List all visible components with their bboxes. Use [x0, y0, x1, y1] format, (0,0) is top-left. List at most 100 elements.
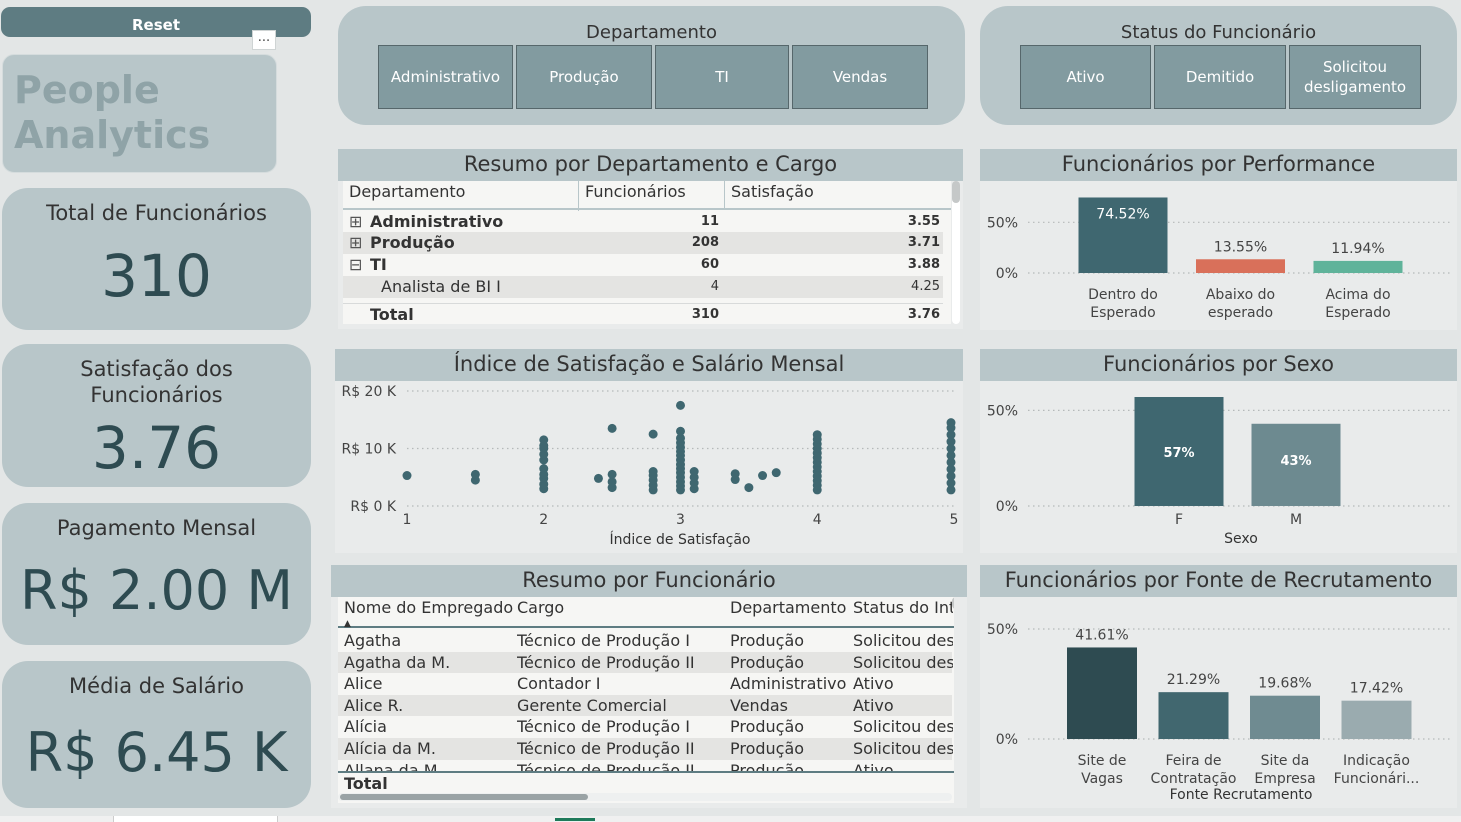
- matrix-row[interactable]: ⊞ Administrativo 11 3.55: [343, 211, 943, 233]
- cell-departamento: Produção: [730, 631, 805, 650]
- cell-total-label: Total: [370, 305, 414, 324]
- collapse-icon[interactable]: ⊟: [349, 255, 363, 274]
- data-label: 43%: [1280, 454, 1311, 469]
- slicer-option-demitido[interactable]: Demitido: [1154, 45, 1286, 109]
- scatter-point: [730, 469, 740, 479]
- data-label: 19.68%: [1258, 676, 1311, 692]
- kpi-value: R$ 6.45 K: [25, 721, 288, 784]
- table-row[interactable]: Alícia Técnico de Produção I Produção Solic…: [338, 716, 953, 738]
- col-header-funcionarios[interactable]: Funcionários: [585, 182, 686, 201]
- more-options-icon[interactable]: ...: [252, 30, 276, 50]
- cell-departamento: Produção: [730, 652, 805, 672]
- scatter-point: [593, 473, 603, 483]
- slicer-option-ativo[interactable]: Ativo: [1020, 45, 1151, 109]
- matrix-row[interactable]: ⊞ Produção 208 3.71: [343, 232, 943, 254]
- kpi-media-salario: Média de Salário R$ 6.45 K: [2, 661, 311, 808]
- card-title: Índice de Satisfação e Salário Mensal: [335, 349, 963, 381]
- slicer-option-administrativo[interactable]: Administrativo: [378, 45, 513, 109]
- scatter-point: [812, 430, 822, 440]
- slicer-option-producao[interactable]: Produção: [516, 45, 652, 109]
- scatter-chart-card: Índice de Satisfação e Salário Mensal R$…: [335, 349, 963, 553]
- y-tick-label: 50%: [987, 403, 1018, 419]
- x-tick-label: esperado: [1208, 305, 1273, 321]
- scatter-point: [758, 471, 768, 481]
- x-tick-label: 1: [403, 512, 412, 528]
- card-title: Funcionários por Sexo: [980, 349, 1457, 381]
- matrix-row-partial: [343, 298, 943, 304]
- x-tick-label: Acima do: [1325, 287, 1390, 303]
- x-tick-label: Funcionári...: [1334, 771, 1420, 787]
- data-label: 74.52%: [1096, 206, 1149, 222]
- data-label: 11.94%: [1331, 241, 1384, 257]
- card-title: Resumo por Funcionário: [331, 565, 967, 597]
- slicer-option-ti[interactable]: TI: [655, 45, 789, 109]
- scrollbar-thumb[interactable]: [952, 181, 960, 203]
- recrutamento-bar-chart: 50% 0% 41.61% Site de Vagas 21.29% Feira de Con…: [987, 622, 1450, 803]
- expand-icon[interactable]: ⊞: [349, 212, 363, 231]
- kpi-satisfacao: Satisfação dos Funcionários 3.76: [2, 344, 311, 487]
- table-row[interactable]: Agatha Técnico de Produção I Produção Solic…: [338, 630, 953, 652]
- scatter-point: [539, 435, 549, 445]
- table-row[interactable]: Agatha da M. Técnico de Produção II Produç…: [338, 651, 953, 674]
- cell-cargo: Contador I: [517, 674, 601, 694]
- x-tick-label: Site de: [1078, 753, 1127, 769]
- employee-table: Nome do Empregado ▲ Cargo Departamento S…: [338, 597, 954, 803]
- cell-total-satisfacao: 3.76: [907, 307, 940, 322]
- col-header-nome[interactable]: Nome do Empregado: [344, 598, 514, 617]
- data-label: 17.42%: [1350, 681, 1403, 697]
- cell-total-label: Total: [344, 774, 388, 793]
- scatter-point: [402, 471, 412, 481]
- cell-status: Solicitou desl: [853, 739, 953, 758]
- x-tick-label: Abaixo do: [1206, 287, 1275, 303]
- vertical-scrollbar-thumb[interactable]: [952, 597, 954, 609]
- horizontal-scrollbar-track[interactable]: [338, 793, 952, 801]
- bar: [1134, 397, 1224, 506]
- kpi-pagamento-mensal: Pagamento Mensal R$ 2.00 M: [2, 503, 311, 645]
- col-header-satisfacao[interactable]: Satisfação: [731, 182, 814, 201]
- cell-cargo: Analista de BI I: [381, 277, 501, 296]
- reset-button[interactable]: Reset: [1, 7, 311, 37]
- cell-status: Ativo: [853, 695, 894, 715]
- scatter-point: [946, 430, 956, 440]
- card-title: Funcionários por Performance: [980, 149, 1457, 181]
- scatter-point: [946, 464, 956, 474]
- scrollbar-track[interactable]: [952, 181, 960, 324]
- scatter-point: [607, 469, 617, 479]
- slicer-option-solicitou-desligamento[interactable]: Solicitou desligamento: [1289, 45, 1421, 109]
- col-header-departamento[interactable]: Departamento: [730, 598, 847, 617]
- scatter-point: [676, 433, 685, 443]
- card-title: Resumo por Departamento e Cargo: [338, 149, 963, 181]
- expand-icon[interactable]: ⊞: [349, 233, 363, 252]
- performance-chart-card: Funcionários por Performance 50% 0% 74.52%…: [980, 149, 1457, 330]
- page-tab[interactable]: [113, 816, 278, 822]
- col-header-cargo[interactable]: Cargo: [517, 598, 565, 617]
- y-tick-label: 0%: [996, 499, 1018, 515]
- table-row[interactable]: Alice R. Gerente Comercial Vendas Ativo: [338, 694, 952, 717]
- data-label: 13.55%: [1214, 239, 1267, 255]
- col-header-departamento[interactable]: Departamento: [349, 182, 466, 201]
- x-tick-label: 3: [676, 512, 685, 528]
- y-tick-label: R$ 0 K: [350, 499, 396, 515]
- bar: [1313, 260, 1403, 273]
- x-axis-label: Sexo: [1224, 531, 1258, 547]
- x-tick-label: Site da: [1261, 753, 1310, 769]
- col-header-status[interactable]: Status do Int: [853, 598, 953, 617]
- scatter-point: [676, 400, 685, 410]
- cell-status: Ativo: [853, 674, 894, 694]
- horizontal-scrollbar-thumb[interactable]: [340, 794, 588, 800]
- x-tick-label: Esperado: [1090, 305, 1155, 321]
- matrix-row[interactable]: Analista de BI I 4 4.25: [343, 276, 943, 298]
- sort-ascending-icon[interactable]: ▲: [344, 619, 351, 629]
- x-tick-label: Esperado: [1325, 305, 1390, 321]
- x-tick-label: F: [1175, 512, 1183, 528]
- cell-nome: Alice: [344, 674, 383, 694]
- matrix-total-row: Total 310 3.76: [343, 303, 943, 324]
- slicer-option-vendas[interactable]: Vendas: [792, 45, 928, 109]
- data-label: 57%: [1163, 446, 1194, 461]
- cell-cargo: Técnico de Produção II: [517, 652, 695, 672]
- matrix-row[interactable]: ⊟ TI 60 3.88: [343, 254, 943, 276]
- table-row[interactable]: Alícia da M. Técnico de Produção II Produç…: [338, 738, 953, 760]
- table-row[interactable]: Alice Contador I Administrativo Ativo: [338, 673, 952, 695]
- cell-nome: Alice R.: [344, 695, 404, 715]
- x-tick-label: Indicação: [1343, 753, 1410, 769]
